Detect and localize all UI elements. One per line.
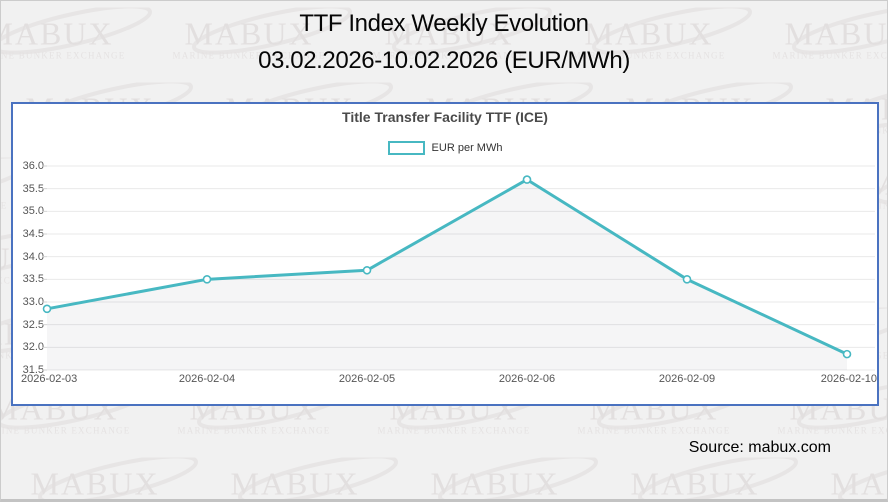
x-axis-label: 2026-02-10: [820, 373, 877, 385]
svg-text:MABUX: MABUX: [30, 466, 159, 502]
line-chart-svg: [42, 165, 875, 371]
svg-text:MARINE BUNKER EXCHANGE: MARINE BUNKER EXCHANGE: [778, 426, 888, 436]
svg-text:MARINE BUNKER EXCHANGE: MARINE BUNKER EXCHANGE: [578, 426, 731, 436]
page-title: TTF Index Weekly Evolution 03.02.2026-10…: [1, 5, 887, 79]
data-point-marker: [682, 275, 692, 284]
page-title-line1: TTF Index Weekly Evolution: [299, 10, 589, 37]
legend-swatch-icon: [387, 141, 425, 155]
series-area-fill: [47, 179, 847, 370]
data-point-marker: [842, 349, 852, 359]
plot-area: 36.0 35.5 35.0 34.5 34.0 33.5 33.0 32.5 32.0 31.5…: [13, 104, 877, 404]
svg-text:MABUX: MABUX: [830, 466, 888, 502]
svg-text:MABUX: MABUX: [630, 466, 759, 502]
x-axis-label: 2026-02-06: [498, 373, 556, 385]
x-axis-label: 2026-02-09: [658, 373, 716, 385]
data-point-marker: [522, 175, 532, 184]
svg-text:MARINE BUNKER EXCHANGE: MARINE BUNKER EXCHANGE: [378, 426, 531, 436]
y-axis-label: 31.5: [22, 364, 44, 376]
legend-label: EUR per MWh: [431, 142, 503, 154]
chart-legend: EUR per MWh: [13, 141, 877, 155]
svg-text:MABUX: MABUX: [430, 466, 559, 502]
chart-panel: Title Transfer Facility TTF (ICE) EUR pe…: [11, 102, 879, 406]
x-axis-label: 2026-02-05: [338, 373, 396, 385]
x-axis-label: 2026-02-04: [178, 373, 236, 385]
data-point-marker: [362, 265, 372, 275]
series-line: [45, 178, 849, 356]
y-axis-label: 35.0: [22, 205, 44, 218]
data-point-marker: [42, 304, 52, 314]
data-point-marker: [202, 275, 212, 284]
source-attribution: Source: mabux.com: [688, 439, 831, 456]
svg-text:MARINE BUNKER EXCHANGE: MARINE BUNKER EXCHANGE: [0, 201, 7, 211]
svg-text:MARINE BUNKER EXCHANGE: MARINE BUNKER EXCHANGE: [0, 426, 130, 436]
x-axis-label: 2026-02-03: [21, 373, 78, 385]
svg-text:MABUX: MABUX: [230, 466, 359, 502]
page-title-line2: 03.02.2026-10.02.2026 (EUR/MWh): [258, 47, 630, 74]
svg-text:MARINE BUNKER EXCHANGE: MARINE BUNKER EXCHANGE: [178, 426, 331, 436]
